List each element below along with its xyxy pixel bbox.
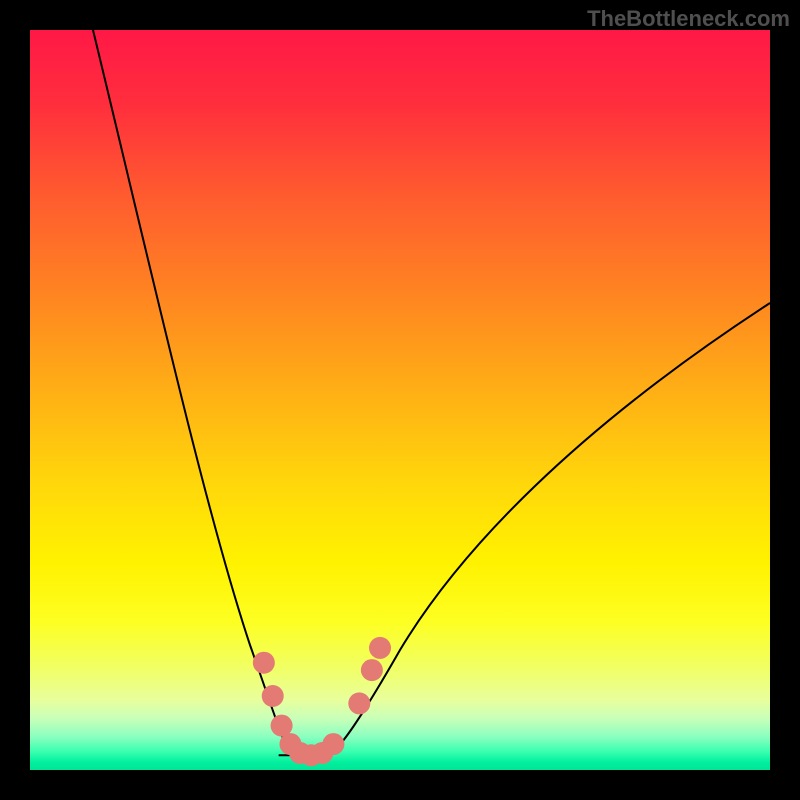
data-dot <box>322 733 344 755</box>
data-dot <box>361 659 383 681</box>
plot-area <box>30 30 770 770</box>
data-dot <box>253 652 275 674</box>
data-dot <box>348 692 370 714</box>
chart-outer: TheBottleneck.com <box>0 0 800 800</box>
data-dot <box>262 685 284 707</box>
gradient-background <box>30 30 770 770</box>
chart-svg <box>30 30 770 770</box>
data-dot <box>369 637 391 659</box>
watermark-text: TheBottleneck.com <box>587 6 790 32</box>
